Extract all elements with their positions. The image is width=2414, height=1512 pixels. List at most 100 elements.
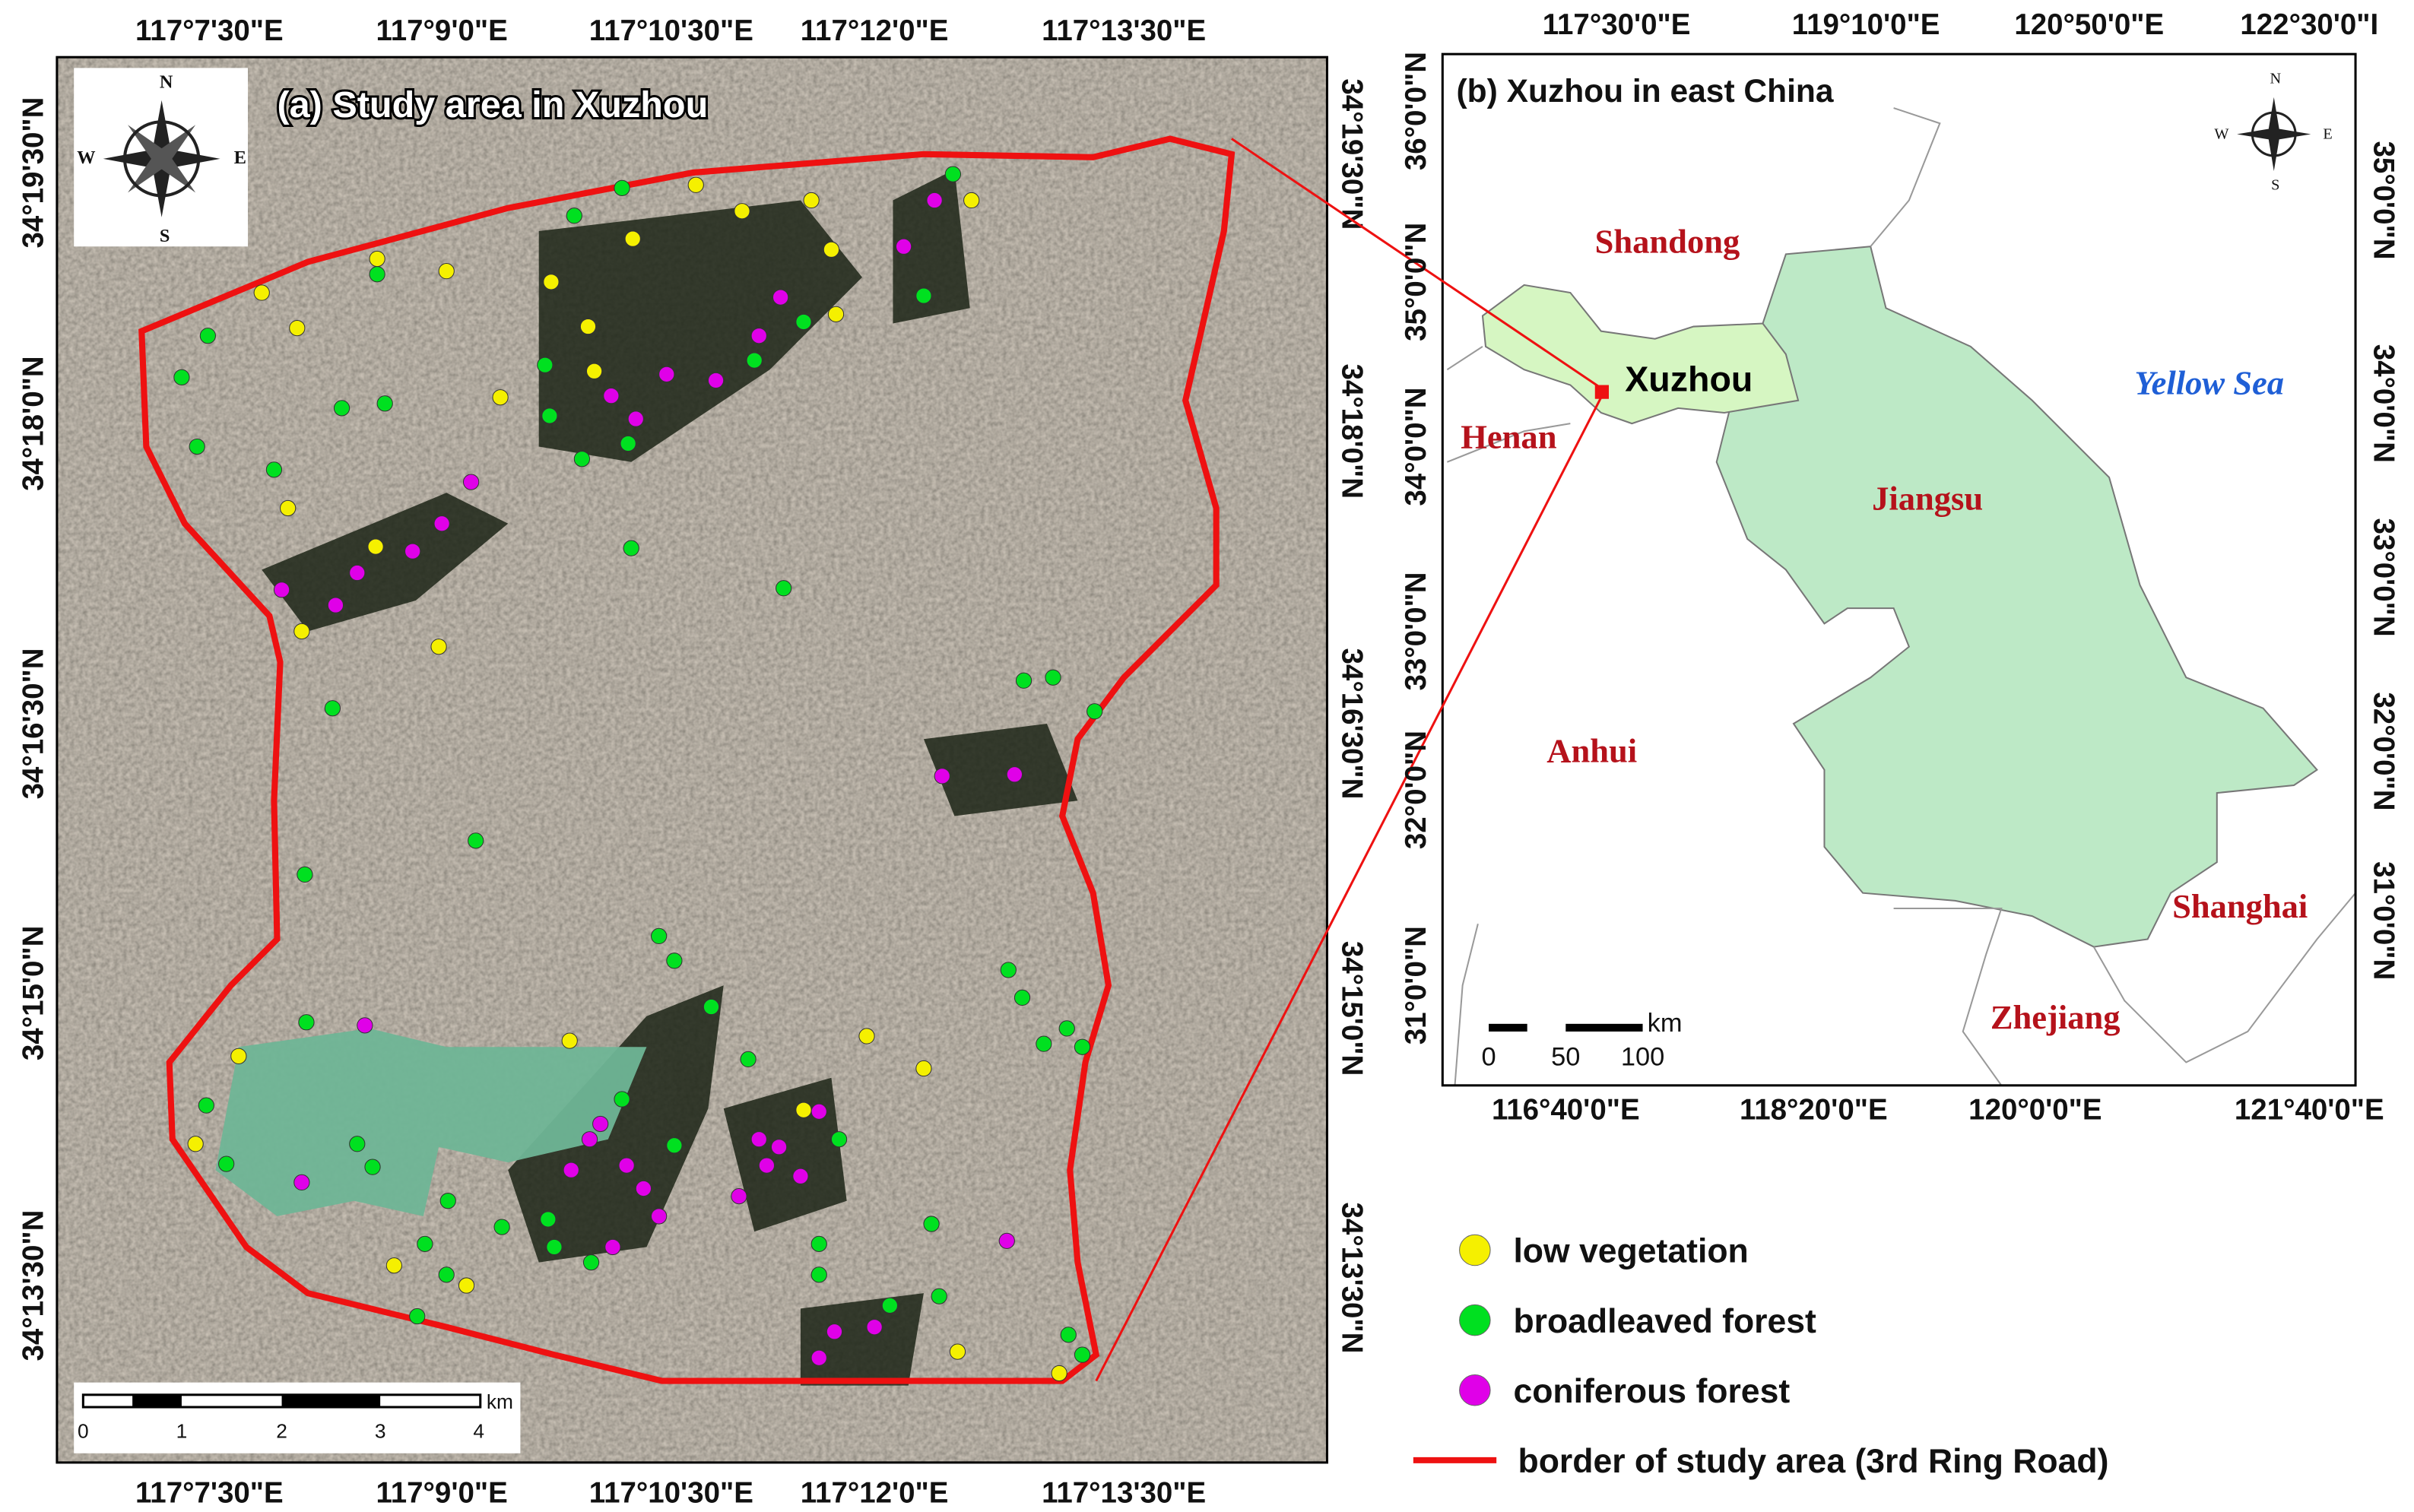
sample-point — [376, 395, 393, 412]
compass-letter: W — [77, 147, 95, 168]
sample-point — [293, 1174, 310, 1191]
sample-point — [540, 1211, 557, 1228]
place-label: Jiangsu — [1872, 480, 1983, 518]
sample-point — [624, 230, 641, 247]
scale-tick-label: 4 — [473, 1420, 484, 1443]
sample-point — [776, 580, 792, 597]
sample-point — [895, 238, 912, 255]
left-lat-label: 35°0'0"N — [1400, 223, 1432, 341]
scale-bar — [81, 1393, 482, 1409]
sample-point — [417, 1235, 433, 1253]
sample-point — [998, 1232, 1015, 1249]
sample-points — [173, 166, 1103, 1382]
left-lat-label: 33°0'0"N — [1400, 572, 1432, 690]
sample-point — [740, 1051, 757, 1068]
scale-tick-label: 0 — [78, 1420, 89, 1443]
sample-point — [731, 1187, 747, 1205]
sample-point — [934, 768, 950, 785]
top-lon-label: 117°10'30"E — [589, 14, 753, 47]
sample-point — [858, 1028, 875, 1044]
sample-point — [603, 388, 620, 404]
sample-point — [493, 1219, 510, 1235]
scale-bar-b — [1489, 1023, 1643, 1032]
place-label: Zhejiang — [1991, 998, 2121, 1036]
sample-point — [915, 1060, 932, 1077]
sample-point — [792, 1168, 809, 1184]
sample-point — [199, 328, 216, 344]
lake — [215, 1028, 647, 1216]
sample-point — [620, 435, 636, 452]
sample-point — [409, 1308, 426, 1325]
sample-point — [349, 1136, 366, 1152]
legend-label: broadleaved forest — [1513, 1303, 1816, 1340]
sample-point — [573, 451, 591, 468]
sample-point — [582, 1254, 600, 1271]
sample-point — [687, 176, 704, 193]
sample-point — [385, 1257, 402, 1274]
sample-point — [734, 203, 750, 220]
top-lon-label: 120°50'0"E — [2014, 8, 2164, 41]
sample-point — [218, 1155, 235, 1172]
sample-point — [707, 372, 725, 389]
sample-point — [651, 927, 668, 945]
sample-point — [327, 597, 344, 613]
sample-point — [1013, 989, 1031, 1006]
sample-point — [949, 1343, 966, 1360]
place-label: Yellow Sea — [2134, 364, 2284, 402]
sample-point — [750, 328, 767, 344]
sample-point — [543, 274, 560, 290]
sample-point — [931, 1288, 947, 1304]
sample-point — [333, 400, 351, 417]
panel-a-frame — [56, 55, 1328, 1464]
sample-point — [795, 1102, 812, 1118]
legend-marker — [1459, 1374, 1491, 1406]
place-label: Shanghai — [2172, 887, 2308, 925]
sample-point — [349, 564, 366, 582]
bottom-lon-label: 116°40'0"E — [1492, 1093, 1640, 1126]
sample-point — [357, 1017, 373, 1034]
sample-point — [826, 1323, 843, 1340]
sample-point — [566, 208, 582, 224]
top-lon-label: 119°10'0"E — [1792, 8, 1940, 41]
panel-b-title: (b) Xuzhou in east China — [1457, 74, 1834, 109]
sample-point — [926, 192, 943, 209]
sample-point — [623, 540, 639, 556]
sample-point — [430, 639, 447, 655]
sample-point — [1045, 669, 1061, 686]
sample-point — [592, 1115, 609, 1133]
sample-point — [810, 1349, 827, 1366]
place-label: Anhui — [1546, 732, 1637, 770]
sample-point — [289, 319, 306, 337]
sample-point — [273, 582, 290, 598]
sample-point — [189, 438, 205, 455]
scale-unit: km — [1648, 1009, 1683, 1038]
top-lon-label: 117°30'0"E — [1543, 8, 1691, 41]
sample-point — [187, 1136, 204, 1152]
sample-point — [1051, 1365, 1067, 1382]
sample-point — [293, 623, 310, 640]
xuzhou-marker — [1594, 385, 1609, 399]
compass-letter: S — [2271, 176, 2279, 193]
sample-point — [265, 461, 283, 478]
panel-a-title: (a) Study area in Xuzhou — [277, 84, 708, 125]
right-lat-label: 34°16'30"N — [1336, 648, 1369, 800]
sample-point — [230, 1048, 247, 1064]
scale-tick-label: 0 — [1481, 1042, 1496, 1071]
sample-point — [1086, 703, 1103, 720]
sample-point — [492, 389, 509, 406]
sample-point — [963, 192, 980, 209]
panel-b-frame — [1441, 52, 2357, 1087]
sample-point — [198, 1097, 214, 1114]
sample-point — [364, 1159, 381, 1175]
place-label: Henan — [1461, 418, 1556, 456]
sample-point — [462, 474, 480, 490]
connector-lines — [1095, 138, 1603, 1382]
left-lat-label: 36°0'0"N — [1400, 52, 1432, 170]
sample-point — [604, 1238, 621, 1256]
sample-point — [546, 1238, 563, 1256]
sample-point — [1036, 1035, 1052, 1052]
sample-point — [770, 1139, 788, 1155]
sample-point — [810, 1235, 827, 1253]
legend-label: coniferous forest — [1513, 1373, 1790, 1410]
panel-b — [1442, 54, 2356, 1086]
